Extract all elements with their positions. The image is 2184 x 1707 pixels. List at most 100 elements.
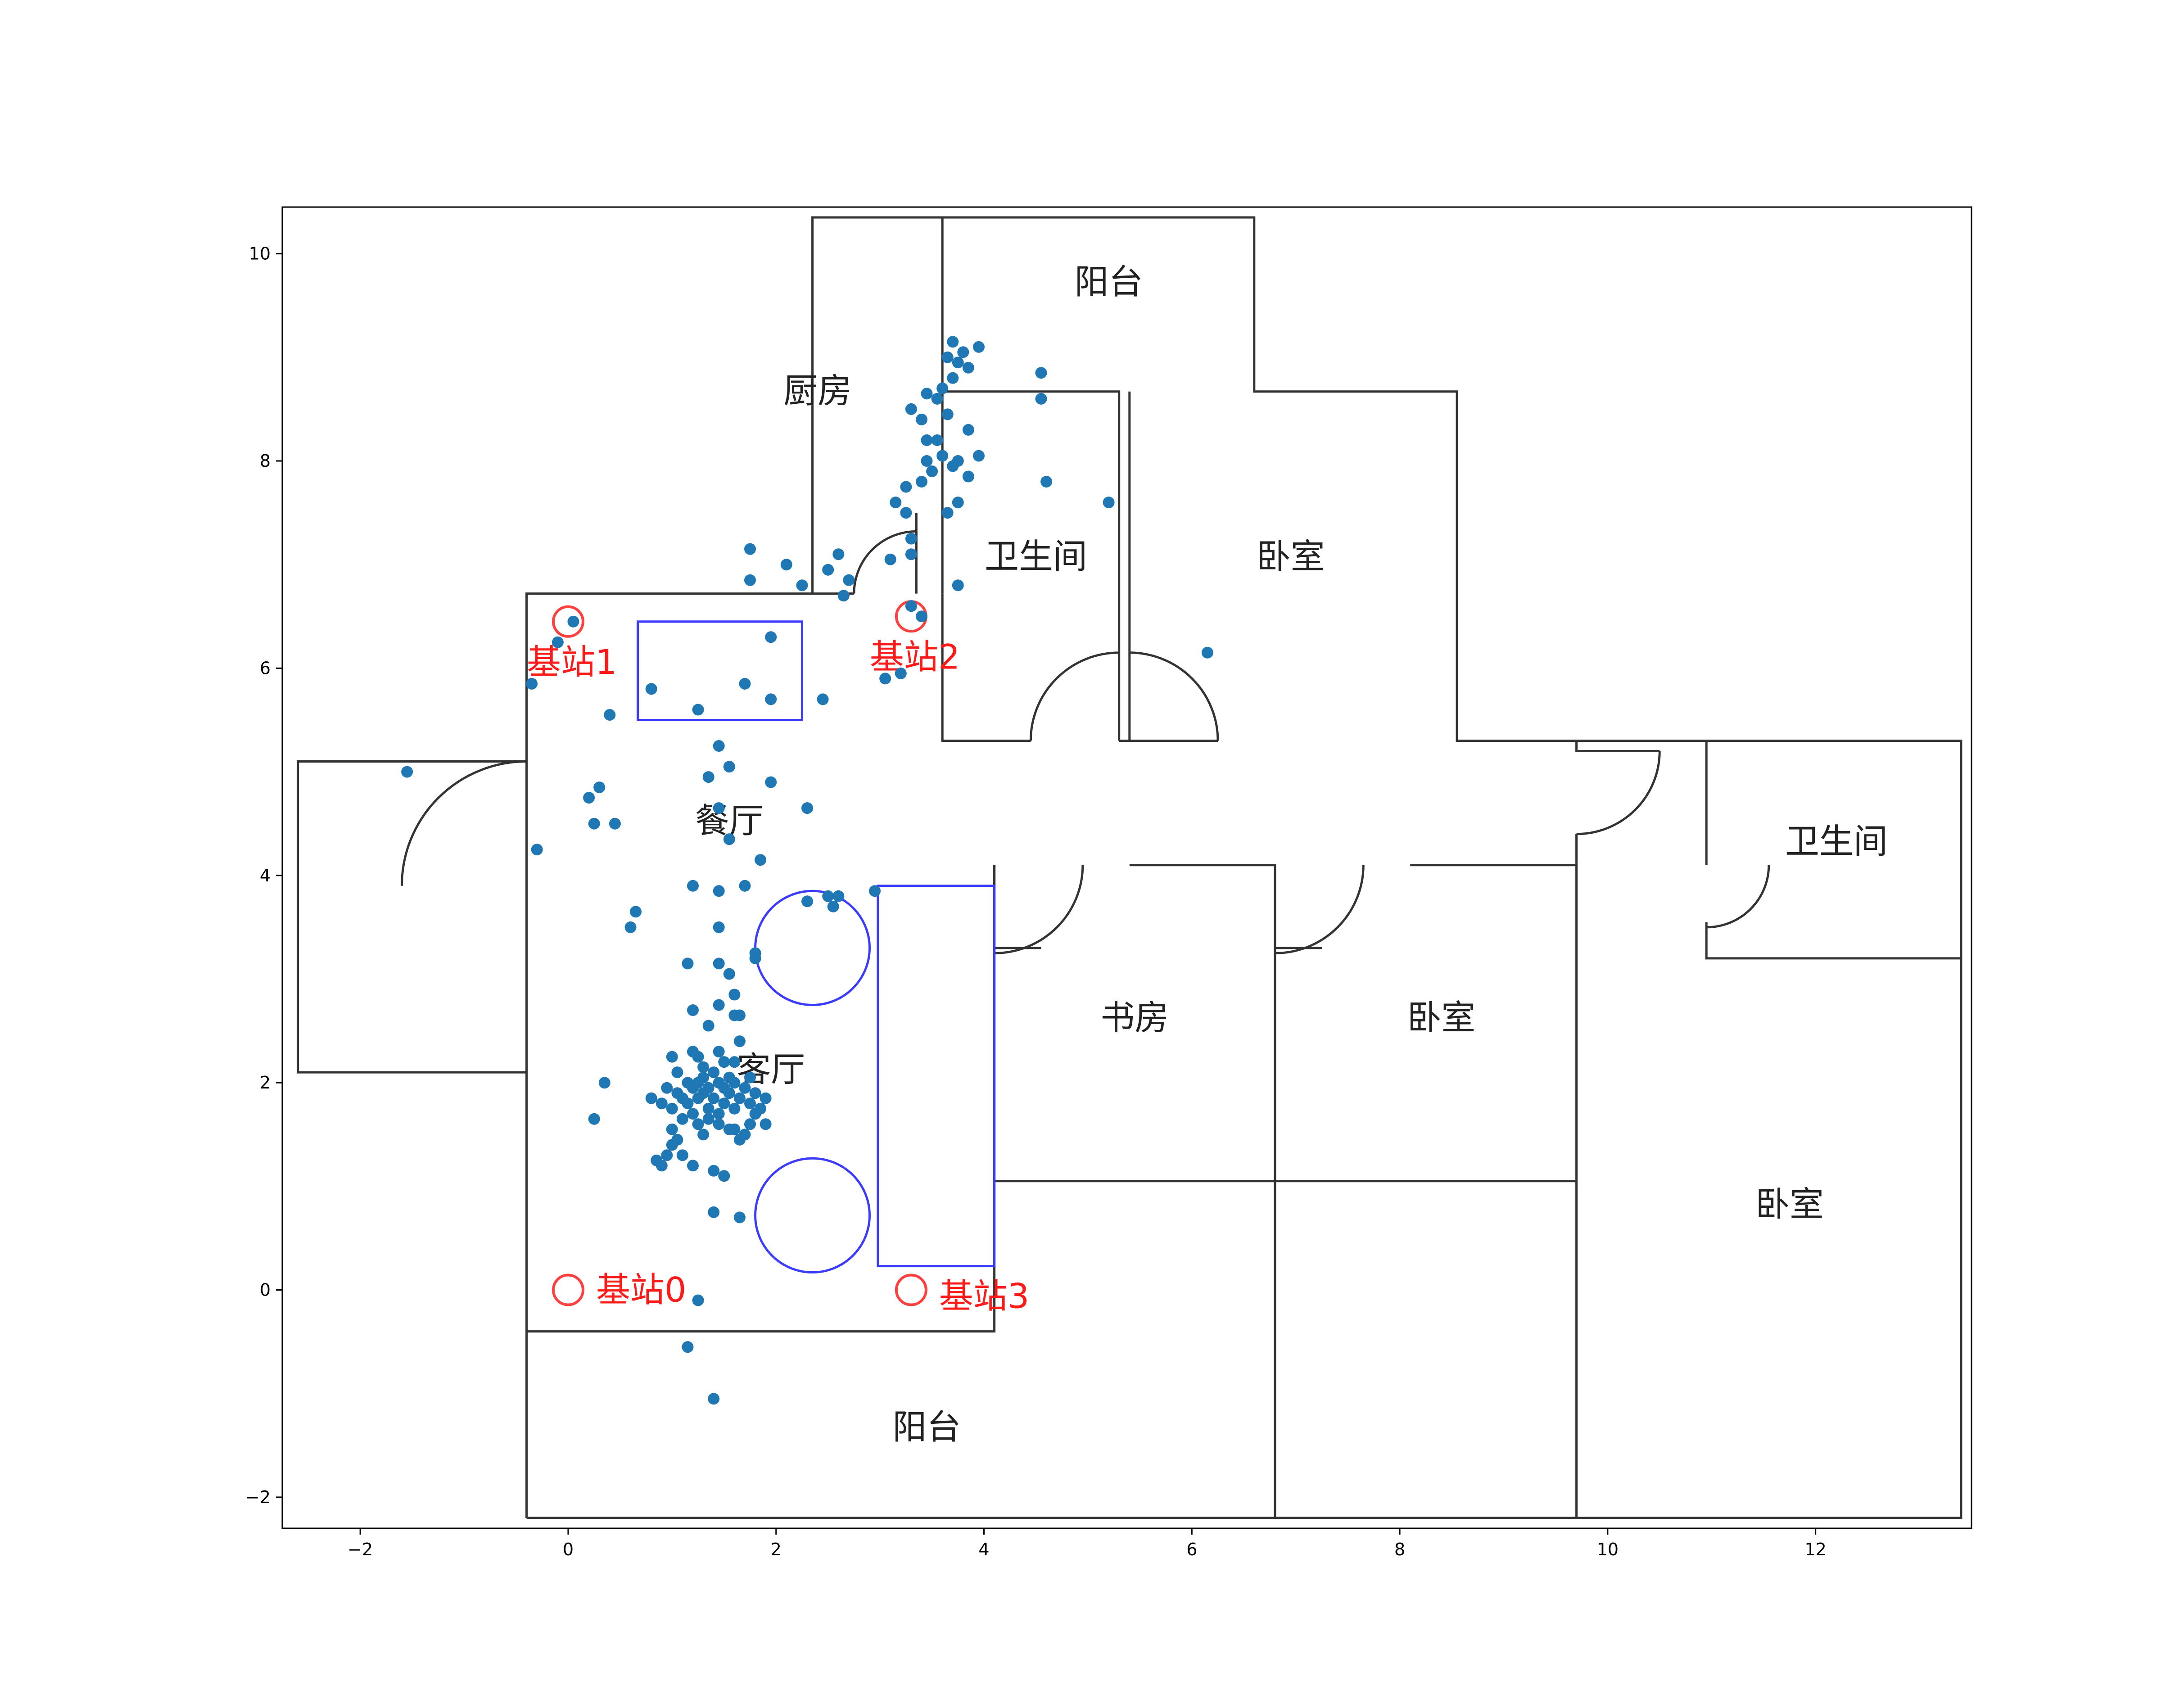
scatter-point xyxy=(749,1087,761,1099)
wall-segment xyxy=(525,216,1962,1519)
room-label: 卧室 xyxy=(1755,1184,1824,1224)
scatter-point xyxy=(973,341,985,353)
scatter-point xyxy=(962,470,974,483)
scatter-point xyxy=(1103,497,1115,509)
scatter-point xyxy=(624,921,637,933)
scatter-point xyxy=(755,854,767,866)
scatter-point xyxy=(723,833,735,845)
furniture-layer xyxy=(637,620,996,1273)
furniture-circle xyxy=(754,890,871,1007)
scatter-point xyxy=(630,906,642,918)
scatter-point xyxy=(733,1035,746,1048)
y-tick-label: 0 xyxy=(260,1280,271,1300)
scatter-point xyxy=(822,564,834,576)
door-arc xyxy=(1029,651,1119,741)
scatter-point xyxy=(1035,367,1047,379)
scatter-point xyxy=(687,1046,699,1058)
scatter-point xyxy=(692,1118,704,1130)
scatter-point xyxy=(682,1077,694,1089)
wall-segment xyxy=(297,760,527,1074)
scatter-point xyxy=(671,1066,683,1079)
wall-segment xyxy=(1274,865,1322,949)
wall-segment xyxy=(993,865,1041,949)
scatter-point xyxy=(926,465,938,477)
scatter-point xyxy=(1201,646,1213,659)
scatter-point xyxy=(905,548,917,560)
scatter-point xyxy=(749,952,761,964)
scatter-point xyxy=(884,553,896,565)
scatter-point xyxy=(718,1056,730,1068)
furniture-rect xyxy=(637,620,803,721)
scatter-point xyxy=(728,989,741,1001)
scatter-point xyxy=(1035,393,1047,405)
scatter-point xyxy=(713,1118,725,1130)
scatter-point xyxy=(656,1097,668,1110)
scatter-point xyxy=(952,357,964,369)
scatter-point xyxy=(739,677,751,690)
scatter-point xyxy=(666,1102,678,1115)
scatter-point xyxy=(713,1108,725,1120)
scatter-point xyxy=(837,590,850,602)
base-station-label: 基站1 xyxy=(527,642,617,682)
room-label: 阳台 xyxy=(1075,262,1143,302)
scatter-point xyxy=(749,1108,761,1120)
scatter-point xyxy=(583,792,595,804)
scatter-point xyxy=(692,1294,704,1306)
scatter-point xyxy=(687,1004,699,1016)
wall-layer xyxy=(297,216,1962,1519)
scatter-point xyxy=(947,336,959,348)
scatter-point xyxy=(921,455,933,467)
scatter-point xyxy=(733,1211,746,1224)
scatter-point xyxy=(682,1097,694,1110)
scatter-point xyxy=(765,631,777,643)
scatter-point xyxy=(702,1082,714,1094)
scatter-point xyxy=(702,771,714,783)
scatter-point xyxy=(666,1123,678,1135)
scatter-point xyxy=(713,1046,725,1058)
scatter-point xyxy=(702,1113,714,1125)
scatter-point xyxy=(588,1113,600,1125)
scatter-point xyxy=(708,1393,720,1405)
scatter-point xyxy=(723,761,735,773)
scatter-point xyxy=(713,885,725,897)
y-tick-label: 6 xyxy=(260,658,271,678)
scatter-point xyxy=(728,1056,741,1068)
scatter-point xyxy=(916,610,927,623)
scatter-point xyxy=(733,1092,746,1104)
x-tick-label: 10 xyxy=(1597,1540,1619,1559)
scatter-point xyxy=(941,351,954,363)
door-arc xyxy=(1706,865,1770,929)
scatter-point xyxy=(780,559,792,571)
scatter-point xyxy=(661,1082,673,1094)
room-label: 阳台 xyxy=(893,1407,961,1447)
scatter-point xyxy=(697,1071,710,1084)
scatter-point xyxy=(1040,476,1053,488)
room-label: 厨房 xyxy=(783,370,852,411)
scatter-point xyxy=(687,880,699,892)
scatter-point xyxy=(552,636,564,648)
scatter-point xyxy=(921,434,933,446)
scatter-point xyxy=(697,1061,710,1073)
x-tick-label: 0 xyxy=(563,1540,574,1559)
scatter-point xyxy=(718,1097,730,1110)
scatter-point xyxy=(744,1097,756,1110)
scatter-point xyxy=(682,957,694,970)
scatter-point xyxy=(708,1165,720,1177)
base-station-marker xyxy=(895,1273,927,1306)
base-station-label: 基站3 xyxy=(939,1276,1029,1316)
scatter-point xyxy=(401,766,413,778)
base-station-marker xyxy=(552,605,584,638)
scatter-point xyxy=(567,615,579,628)
scatter-point xyxy=(723,1087,735,1099)
scatter-point xyxy=(822,890,834,902)
scatter-point xyxy=(708,1206,720,1218)
scatter-point xyxy=(890,497,902,509)
scatter-point xyxy=(713,740,725,752)
scatter-point xyxy=(936,382,949,394)
y-tick-label: 10 xyxy=(249,244,271,264)
room-label: 卫生间 xyxy=(985,537,1087,577)
scatter-point xyxy=(728,1102,741,1115)
door-arc xyxy=(401,760,527,886)
